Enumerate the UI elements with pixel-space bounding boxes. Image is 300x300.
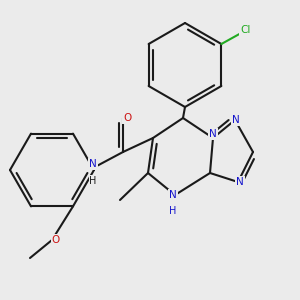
Text: Cl: Cl [240, 25, 250, 35]
Text: N: N [236, 177, 244, 187]
Text: N: N [209, 129, 217, 139]
Text: O: O [52, 235, 60, 245]
Text: N: N [89, 159, 97, 169]
Text: H: H [169, 206, 177, 216]
Text: N: N [232, 115, 240, 125]
Text: O: O [123, 113, 131, 123]
Text: H: H [89, 176, 97, 186]
Text: N: N [169, 190, 177, 200]
